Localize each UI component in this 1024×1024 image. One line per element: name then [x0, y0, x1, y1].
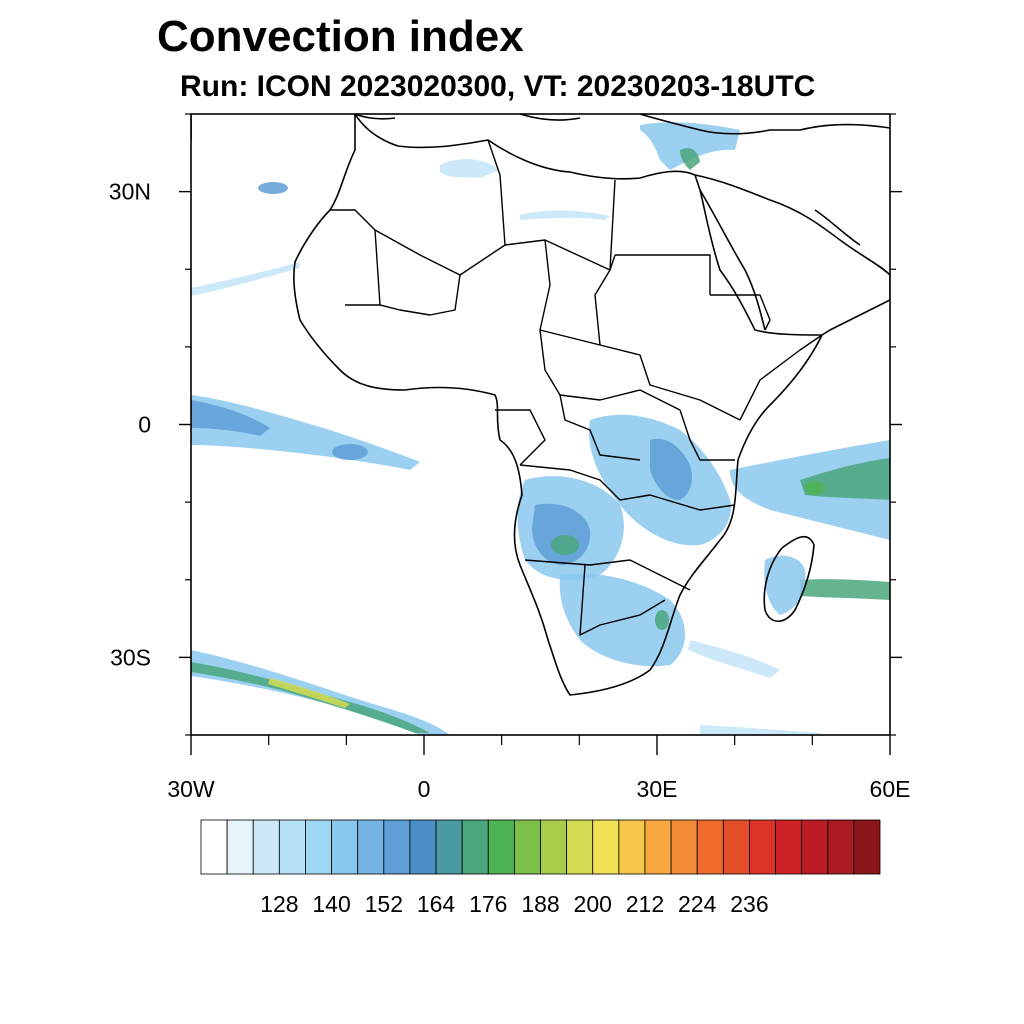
colorbar-label: 224 [678, 891, 717, 917]
field-levant-core [680, 148, 700, 170]
colorbar-swatch [775, 819, 803, 875]
colorbar-swatch [801, 819, 829, 875]
field-south-atlantic-core [191, 662, 430, 733]
map-axes: 30N 0 30S 30W 0 30E 60E [109, 113, 911, 802]
field-mediterranean [640, 122, 740, 170]
field-gulf-of-guinea [332, 444, 368, 460]
red-sea-coast [699, 189, 766, 331]
colorbar-swatch [357, 819, 385, 875]
madagascar-coast [763, 535, 815, 623]
colorbar-swatch [383, 819, 411, 875]
colorbar-swatch [853, 819, 881, 875]
colorbar-swatch [513, 819, 541, 875]
colorbar-label: 200 [574, 891, 612, 917]
colorbar-swatch [749, 819, 776, 875]
field-mozambique-channel [688, 640, 780, 678]
colorbar-swatch [644, 819, 672, 875]
colorbar-swatch [670, 819, 698, 875]
colorbar-swatch [331, 819, 359, 875]
colorbar-swatch [226, 819, 254, 875]
field-far-south [700, 725, 820, 735]
field-madagascar [764, 555, 806, 615]
field-north-atlantic-band [191, 262, 300, 296]
country-borders [330, 139, 823, 636]
field-sahara-band [440, 158, 500, 178]
colorbar: 128 140 152 164 176 188 200 212 224 236 [200, 819, 881, 917]
colorbar-swatch [409, 819, 437, 875]
colorbar-swatch [827, 819, 855, 875]
africa-coastline [293, 114, 823, 696]
colorbar-swatch [461, 819, 489, 875]
colorbar-swatch [252, 819, 280, 875]
field-south-atlantic-peak [268, 678, 350, 708]
field-eq-atlantic [191, 395, 420, 470]
colorbar-swatch [200, 819, 228, 875]
chart-subtitle: Run: ICON 2023020300, VT: 20230203-18UTC [180, 70, 816, 103]
colorbar-swatch [722, 819, 750, 875]
lon-label: 0 [418, 776, 431, 802]
colorbar-label: 152 [365, 891, 403, 917]
lon-label: 30W [167, 776, 215, 802]
field-canary-patch [258, 182, 288, 194]
colorbar-label: 236 [730, 891, 768, 917]
colorbar-swatch [435, 819, 463, 875]
colorbar-label: 128 [260, 891, 298, 917]
field-eq-atlantic-core [191, 400, 270, 436]
lon-label: 30E [637, 776, 678, 802]
lat-label: 0 [138, 412, 151, 438]
colorbar-swatch [278, 819, 306, 875]
colorbar-label: 164 [417, 891, 456, 917]
lat-label: 30S [110, 644, 151, 670]
field-mozambique-peak [655, 610, 669, 630]
colorbar-swatch [305, 819, 332, 875]
colorbar-label: 176 [469, 891, 507, 917]
colorbar-swatch [487, 819, 515, 875]
colorbar-swatch [566, 819, 594, 875]
convection-field [191, 122, 890, 735]
colorbar-swatch [618, 819, 646, 875]
colorbar-label: 212 [626, 891, 664, 917]
field-madagascar-band [800, 579, 890, 600]
field-east-africa [650, 438, 692, 500]
coastlines [191, 114, 890, 696]
lon-label: 60E [870, 776, 911, 802]
field-indian-peak [805, 481, 825, 495]
colorbar-swatch [540, 819, 568, 875]
colorbar-swatch [696, 819, 724, 875]
arabia-coast [694, 174, 890, 336]
chart-title: Convection index [157, 12, 524, 61]
colorbar-swatch [592, 819, 620, 875]
europe-coast [191, 114, 890, 140]
lat-label: 30N [109, 179, 151, 205]
field-angola-peak [551, 535, 579, 555]
colorbar-label: 140 [312, 891, 350, 917]
field-sahara-streak [520, 210, 610, 220]
persian-gulf-coast [814, 209, 861, 246]
field-south-atlantic-band [191, 650, 450, 735]
colorbar-label: 188 [521, 891, 559, 917]
